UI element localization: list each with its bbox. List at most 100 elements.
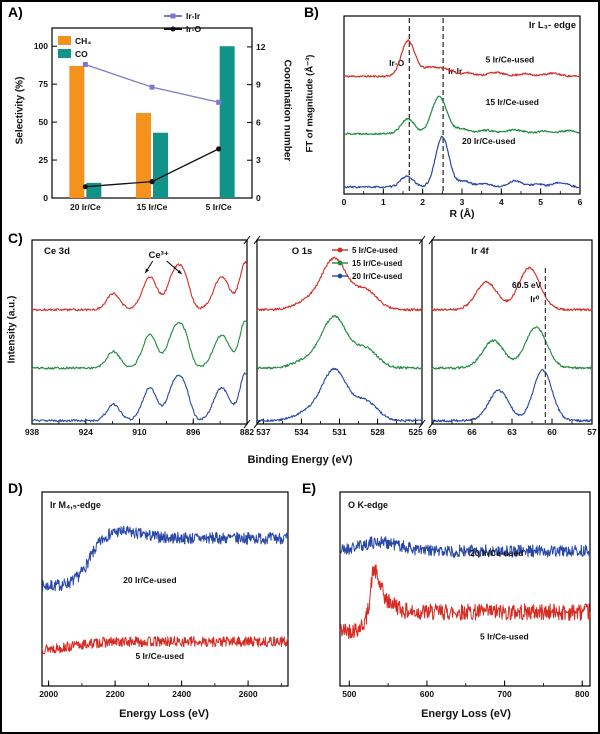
panel-b-title: Ir L₃- edge <box>528 20 576 31</box>
axis-box <box>41 491 289 687</box>
x-tick-label: 800 <box>575 689 589 699</box>
ch4-legend-swatch <box>58 36 71 45</box>
axis-break-mark <box>418 419 426 429</box>
x-tick-label: 924 <box>79 427 93 437</box>
marker-circle <box>82 184 88 190</box>
marker-circle <box>149 179 155 185</box>
series-curve <box>344 39 581 78</box>
legend-label: 5 Ir/Ce-used <box>352 246 398 255</box>
panel-d: D) 2000 2200 2400 2600 20 Ir/Ce-used 5 Ir/Ce-… <box>6 480 296 730</box>
panel-a-line-legend: Ir-Ir Ir-O <box>164 9 201 35</box>
x-tick-label: 63 <box>507 427 517 437</box>
x-tick-label: 0 <box>342 197 347 207</box>
panel-b: B) 0 1 2 3 4 5 6 Ir-O Ir-Ir 5 Ir/Ce-used 15 Ir/Ce-… <box>296 4 596 226</box>
series-label: 20 Ir/Ce-used <box>123 575 176 585</box>
panel-b-plot: 0 1 2 3 4 5 6 Ir-O Ir-Ir 5 Ir/Ce-used 15 Ir/Ce-use… <box>342 15 583 207</box>
x-tick-label: 2 <box>420 197 425 207</box>
x-tick-label: 5 <box>538 197 543 207</box>
axis-box <box>31 239 248 425</box>
legend-row-co: CO <box>58 47 91 60</box>
x-tick-label: 2000 <box>39 689 58 699</box>
ir-ir-legend-label: Ir-Ir <box>186 10 201 21</box>
series-curve <box>343 135 581 189</box>
marker-square <box>82 62 88 68</box>
annotation-ce3plus: Ce³⁺ <box>149 250 169 261</box>
panel-c-label: C) <box>8 230 23 246</box>
panel-a-plot: 0 25 50 75 100 0 3 6 9 12 20 Ir/Ce 15 Ir/Ce 5 Ir/Ce <box>34 27 266 212</box>
x-tick-label: 2200 <box>106 689 125 699</box>
y-right-tick-label: 9 <box>256 80 261 90</box>
series-curve <box>41 636 289 655</box>
legend-row-ir-ir: Ir-Ir <box>164 9 201 22</box>
marker-circle <box>216 146 222 152</box>
ref-label-ir-o: Ir-O <box>389 58 405 68</box>
x-tick-label: 537 <box>256 427 270 437</box>
panel-b-xtitle: R (Å) <box>449 208 475 220</box>
axis-box <box>339 491 591 687</box>
y-left-tick-label: 100 <box>34 41 48 51</box>
co-legend-swatch <box>58 49 71 58</box>
panel-d-label: D) <box>8 480 23 496</box>
x-tick-label: 3 <box>460 197 465 207</box>
legend-dot <box>337 247 343 253</box>
series-label: 5 Ir/Ce-used <box>135 651 184 661</box>
x-tick-label: 700 <box>498 689 512 699</box>
line-Ir-Ir <box>85 63 219 103</box>
annotation-ir0: Ir⁰ <box>530 294 540 304</box>
y-left-tick-label: 75 <box>39 79 49 89</box>
panel-a-bar-legend: CH₄ CO <box>58 34 91 60</box>
axis-box <box>343 15 581 195</box>
x-tick-label: 896 <box>186 427 200 437</box>
series-curve <box>256 314 423 370</box>
ir-ir-legend-marker <box>164 13 182 18</box>
axis-break-mark <box>428 235 436 245</box>
panel-b-ytitle: FT of magnitude (Å⁻³) <box>304 54 316 153</box>
series-curve <box>339 564 591 640</box>
marker-square <box>216 99 222 105</box>
legend-label: 20 Ir/Ce-used <box>352 272 402 281</box>
x-tick-label: 6 <box>578 197 583 207</box>
x-tick-label: 4 <box>499 197 504 207</box>
ref-label-ir-ir: Ir-Ir <box>448 66 463 76</box>
x-category-label: 5 Ir/Ce <box>206 202 232 212</box>
panel-d-title: Ir M₄,₅-edge <box>50 500 101 510</box>
series-curve <box>31 320 248 370</box>
series-curve <box>431 368 593 423</box>
panel-d-plot: 2000 2200 2400 2600 20 Ir/Ce-used 5 Ir/Ce-use… <box>39 491 289 699</box>
series-label: 5 Ir/Ce-used <box>486 54 535 64</box>
x-category-label: 15 Ir/Ce <box>137 202 168 212</box>
y-right-tick-label: 6 <box>256 117 261 127</box>
y-right-tick-label: 12 <box>256 42 266 52</box>
panel-e-label: E) <box>302 480 316 496</box>
ch4-legend-label: CH₄ <box>75 35 92 46</box>
panel-c-xtitle: Binding Energy (eV) <box>247 454 353 466</box>
series-curve <box>431 266 593 312</box>
axis-break-mark <box>243 235 251 245</box>
y-right-tick-label: 0 <box>256 193 261 203</box>
bar-co <box>219 46 235 198</box>
x-tick-label: 534 <box>294 427 308 437</box>
series-label: 20 Ir/Ce-used <box>462 136 515 146</box>
series-curve <box>256 367 423 423</box>
legend-row-ch4: CH₄ <box>58 34 91 47</box>
x-tick-label: 60 <box>547 427 557 437</box>
panel-a-yright-title: Coordination number <box>281 59 293 162</box>
x-tick-label: 500 <box>342 689 356 699</box>
panel-e: E) 500 600 700 800 20 Ir/Ce-used 5 Ir/Ce-used… <box>300 480 596 730</box>
panel-e-xtitle: Energy Loss (eV) <box>421 708 511 720</box>
subpanel-title-ce3d: Ce 3d <box>44 246 70 257</box>
series-curve <box>343 95 580 136</box>
y-left-tick-label: 25 <box>39 155 49 165</box>
co-legend-label: CO <box>75 48 88 59</box>
axis-break-mark <box>428 419 436 429</box>
panel-e-title: O K-edge <box>348 500 389 510</box>
panel-c-plot: 938 924 910 896 882 537 534 531 528 525 69 66 63 60 57… <box>25 235 597 437</box>
x-tick-label: 531 <box>332 427 346 437</box>
axis-box <box>51 27 253 199</box>
axis-box <box>431 239 593 425</box>
x-tick-label: 910 <box>132 427 146 437</box>
y-right-tick-label: 3 <box>256 155 261 165</box>
axis-break-mark <box>253 419 261 429</box>
panel-a-yleft-title: Selectivity (%) <box>14 76 26 145</box>
